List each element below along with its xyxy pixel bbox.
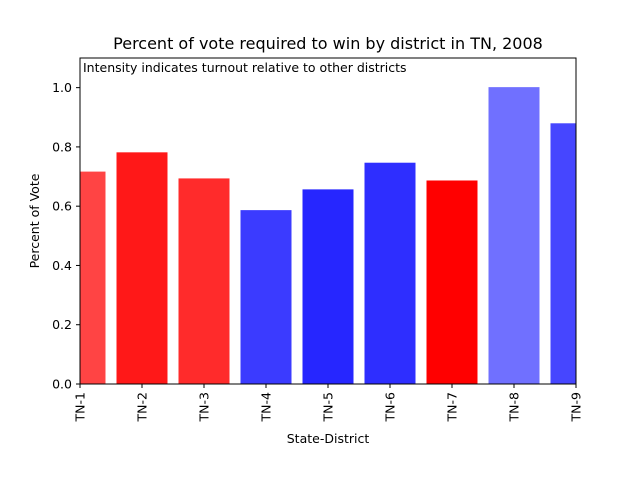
chart-annotation: Intensity indicates turnout relative to … <box>83 60 407 75</box>
y-tick-label: 0.0 <box>52 377 72 392</box>
bar-tn-6 <box>364 162 416 384</box>
x-tick-label: TN-8 <box>507 392 522 422</box>
chart-title: Percent of vote required to win by distr… <box>113 34 543 53</box>
y-tick-label: 0.4 <box>52 258 72 273</box>
x-tick-label: TN-2 <box>135 392 150 422</box>
x-tick-label: TN-9 <box>569 392 584 422</box>
y-tick-label: 0.8 <box>52 139 72 154</box>
x-axis-label: State-District <box>287 431 370 446</box>
bar-tn-1 <box>80 171 106 384</box>
y-tick-label: 0.2 <box>52 317 72 332</box>
x-tick-label: TN-7 <box>445 392 460 422</box>
x-tick-label: TN-4 <box>259 392 274 422</box>
bar-tn-3 <box>178 178 230 384</box>
x-tick-label: TN-5 <box>321 392 336 422</box>
plot-area <box>80 87 576 384</box>
x-axis: TN-1 TN-2 TN-3 TN-4 TN-5 TN-6 TN-7 TN-8 TN-9 <box>73 384 584 422</box>
y-axis: 0.0 0.2 0.4 0.6 0.8 1.0 <box>52 80 80 392</box>
bar-tn-8 <box>488 87 540 384</box>
bar-tn-9 <box>550 123 576 384</box>
y-tick-label: 0.6 <box>52 199 72 214</box>
bar-tn-5 <box>302 189 354 384</box>
x-tick-label: TN-1 <box>73 392 88 422</box>
bar-tn-7 <box>426 180 478 384</box>
y-axis-label: Percent of Vote <box>27 173 42 268</box>
x-tick-label: TN-3 <box>197 392 212 422</box>
bar-tn-4 <box>240 210 292 384</box>
x-tick-label: TN-6 <box>383 392 398 422</box>
y-tick-label: 1.0 <box>52 80 72 95</box>
bar-tn-2 <box>116 152 168 384</box>
